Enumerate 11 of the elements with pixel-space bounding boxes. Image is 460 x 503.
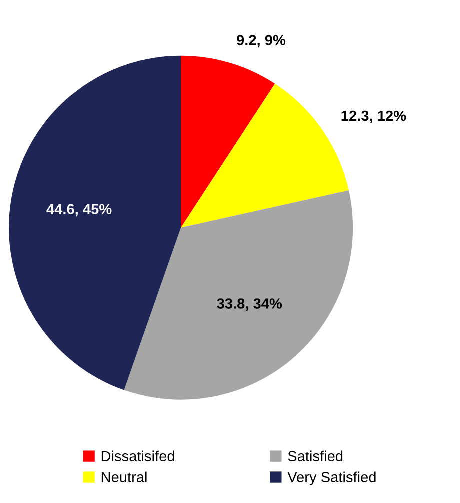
pie-slice bbox=[9, 56, 182, 390]
data-label: 33.8, 34% bbox=[217, 298, 282, 312]
legend-label: Very Satisfied bbox=[288, 472, 376, 486]
legend-label: Dissatisifed bbox=[102, 450, 174, 462]
pie-slice bbox=[124, 190, 354, 400]
data-label: 12.3, 12% bbox=[342, 110, 406, 124]
pie-slice bbox=[181, 56, 276, 228]
data-label: 44.6, 45% bbox=[46, 204, 112, 217]
legend-label: Neutral bbox=[102, 472, 147, 482]
data-label: 9.2, 9% bbox=[237, 35, 286, 48]
legend-label: Satisfied bbox=[288, 450, 343, 462]
